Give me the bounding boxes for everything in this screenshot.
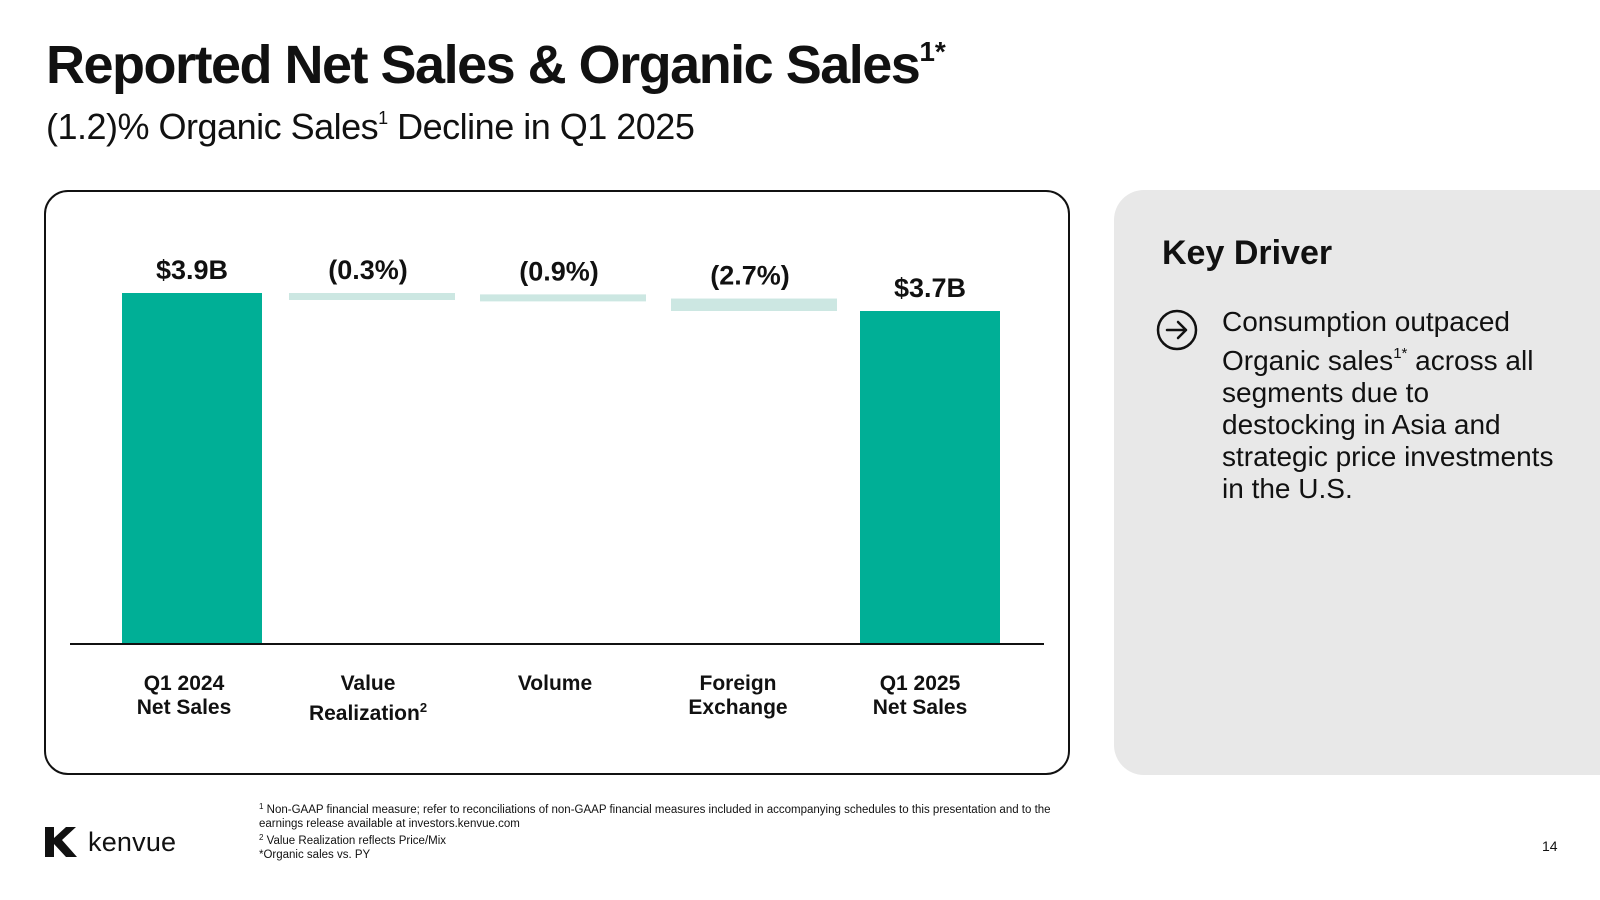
kenvue-k-mark-icon: [45, 827, 77, 857]
tick-label-q1-2024-net-sales: Q1 2024 Net Sales: [136, 672, 232, 719]
footnote-1: 1 Non-GAAP financial measure; refer to r…: [259, 802, 1051, 830]
footnotes: 1 Non-GAAP financial measure; refer to r…: [259, 800, 1059, 862]
key-driver-panel: Key Driver Consumption outpaced Organic …: [1114, 190, 1600, 775]
data-label-0: $3.9B: [156, 255, 228, 285]
bar-q1-2025-net-sales: [860, 311, 1000, 644]
tick-label-q1-2025-net-sales: Q1 2025 Net Sales: [872, 672, 968, 719]
bar-foreign-exchange: [671, 298, 837, 311]
page-subtitle: (1.2)% Organic Sales1 Decline in Q1 2025: [46, 106, 695, 147]
subtitle-footnote-marker: 1: [378, 108, 388, 128]
page-title: Reported Net Sales & Organic Sales1*: [46, 35, 946, 95]
footnote-3: *Organic sales vs. PY: [259, 849, 371, 861]
tick-label-value-realization: Value Realization2: [308, 672, 428, 725]
driver-footnote-marker: 1*: [1393, 345, 1408, 362]
tick-label-foreign-exchange: Foreign Exchange: [688, 672, 788, 719]
bar-value-realization: [289, 293, 455, 300]
key-driver-title: Key Driver: [1162, 234, 1333, 272]
page-number: 14: [1542, 838, 1558, 854]
kenvue-logo: kenvue: [44, 826, 176, 858]
waterfall-chart-card: $3.9B (0.3%) (0.9%) (2.7%) $3.7B Q1 2024 Net …: [44, 190, 1070, 775]
arrow-circle-right-icon: [1156, 309, 1198, 351]
key-driver-text: Consumption outpaced Organic sales1* acr…: [1222, 306, 1554, 504]
title-footnote-marker: 1*: [919, 36, 946, 67]
data-label-4: $3.7B: [894, 273, 966, 303]
tick-label-volume: Volume: [517, 672, 593, 695]
waterfall-chart: $3.9B (0.3%) (0.9%) (2.7%) $3.7B: [70, 255, 1044, 645]
data-label-2: (0.9%): [519, 256, 599, 286]
bar-q1-2024-net-sales: [122, 293, 262, 644]
data-label-1: (0.3%): [328, 255, 408, 285]
logo-wordmark: kenvue: [88, 826, 177, 857]
footnote-2: 2 Value Realization reflects Price/Mix: [259, 833, 447, 847]
bar-volume: [480, 294, 646, 302]
data-label-3: (2.7%): [710, 261, 790, 291]
